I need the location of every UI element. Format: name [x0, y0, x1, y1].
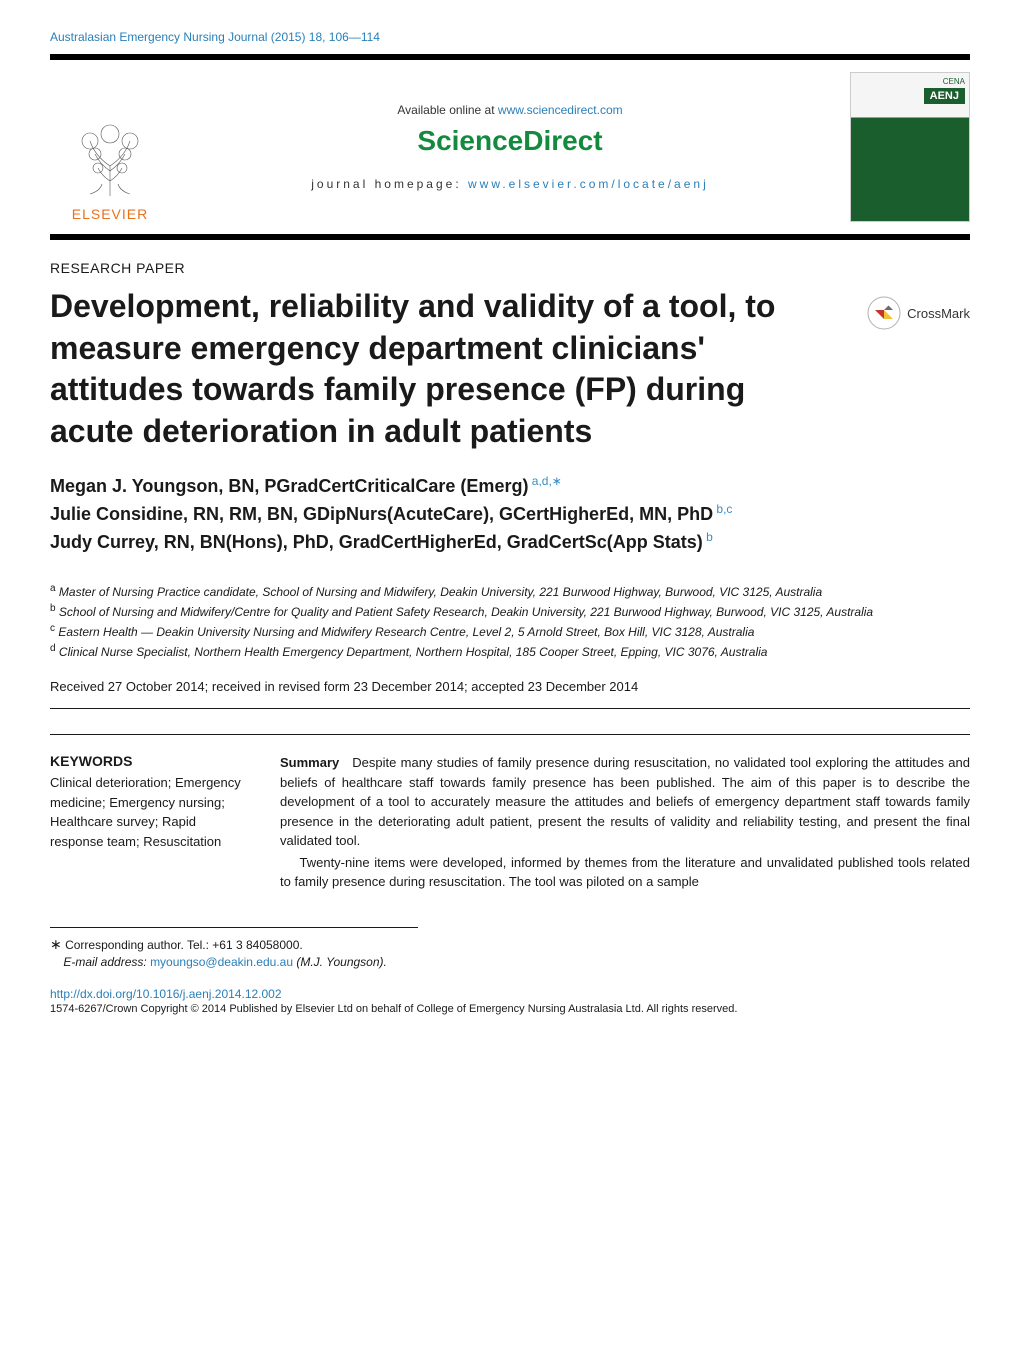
- crossmark-icon: [867, 296, 901, 330]
- affiliation-c-text: Eastern Health — Deakin University Nursi…: [58, 625, 754, 639]
- journal-citation: Australasian Emergency Nursing Journal (…: [50, 30, 970, 54]
- journal-homepage: journal homepage: www.elsevier.com/locat…: [311, 177, 709, 191]
- affiliation-d: d Clinical Nurse Specialist, Northern He…: [50, 641, 970, 661]
- crossmark-badge[interactable]: CrossMark: [867, 296, 970, 330]
- author-3-sup: b: [703, 530, 713, 544]
- summary-column: Summary Despite many studies of family p…: [280, 753, 970, 892]
- available-online-prefix: Available online at: [397, 103, 498, 117]
- aenj-cover-badge: AENJ: [924, 88, 965, 104]
- author-1-creds: , BN, PGradCertCriticalCare (Emerg): [218, 476, 528, 496]
- affiliation-c: c Eastern Health — Deakin University Nur…: [50, 621, 970, 641]
- summary-title: Summary: [280, 755, 339, 770]
- keywords-title: KEYWORDS: [50, 753, 250, 769]
- keywords-list: Clinical deterioration; Emergency medici…: [50, 773, 250, 851]
- elsevier-wordmark: ELSEVIER: [72, 206, 148, 222]
- journal-cover: CENA AENJ: [850, 72, 970, 222]
- title-row: Development, reliability and validity of…: [50, 286, 970, 452]
- affiliation-a: a Master of Nursing Practice candidate, …: [50, 581, 970, 601]
- affiliations-block: a Master of Nursing Practice candidate, …: [50, 581, 970, 661]
- header-block: ELSEVIER Available online at www.science…: [50, 60, 970, 240]
- corresponding-text: Corresponding author. Tel.: +61 3 840580…: [65, 938, 303, 952]
- elsevier-tree-icon: [60, 116, 160, 206]
- summary-p2: Twenty-nine items were developed, inform…: [280, 853, 970, 892]
- elsevier-logo: ELSEVIER: [50, 72, 170, 222]
- paper-type: RESEARCH PAPER: [50, 260, 970, 276]
- email-suffix: (M.J. Youngson).: [293, 955, 387, 969]
- affiliation-b: b School of Nursing and Midwifery/Centre…: [50, 601, 970, 621]
- authors-block: Megan J. Youngson, BN, PGradCertCritical…: [50, 472, 970, 556]
- cena-small-logo: CENA: [943, 77, 965, 86]
- affiliation-d-text: Clinical Nurse Specialist, Northern Heal…: [59, 645, 768, 659]
- author-1-name: Megan J. Youngson: [50, 476, 218, 496]
- summary-p1: Despite many studies of family presence …: [280, 755, 970, 848]
- author-1: Megan J. Youngson, BN, PGradCertCritical…: [50, 472, 970, 500]
- sciencedirect-brand: ScienceDirect: [417, 125, 602, 157]
- doi-link[interactable]: http://dx.doi.org/10.1016/j.aenj.2014.12…: [50, 987, 282, 1001]
- available-online: Available online at www.sciencedirect.co…: [397, 103, 622, 117]
- author-3-creds: , RN, BN(Hons), PhD, GradCertHigherEd, G…: [154, 532, 703, 552]
- sciencedirect-link[interactable]: www.sciencedirect.com: [498, 103, 623, 117]
- journal-homepage-link[interactable]: www.elsevier.com/locate/aenj: [468, 177, 709, 191]
- crossmark-label: CrossMark: [907, 306, 970, 321]
- author-2-sup: b,c: [713, 502, 732, 516]
- author-3: Judy Currey, RN, BN(Hons), PhD, GradCert…: [50, 528, 970, 556]
- author-1-sup: a,d,∗: [528, 474, 561, 488]
- affiliation-b-text: School of Nursing and Midwifery/Centre f…: [59, 605, 873, 619]
- author-3-name: Judy Currey: [50, 532, 154, 552]
- affiliation-a-text: Master of Nursing Practice candidate, Sc…: [59, 585, 822, 599]
- journal-homepage-prefix: journal homepage:: [311, 177, 468, 191]
- abstract-block: KEYWORDS Clinical deterioration; Emergen…: [50, 734, 970, 892]
- author-2-name: Julie Considine: [50, 504, 183, 524]
- article-dates: Received 27 October 2014; received in re…: [50, 679, 970, 709]
- keywords-column: KEYWORDS Clinical deterioration; Emergen…: [50, 753, 250, 892]
- footer-divider: [50, 927, 418, 928]
- email-link[interactable]: myoungso@deakin.edu.au: [150, 955, 293, 969]
- author-2: Julie Considine, RN, RM, BN, GDipNurs(Ac…: [50, 500, 970, 528]
- header-mid: Available online at www.sciencedirect.co…: [170, 72, 850, 222]
- email-line: E-mail address: myoungso@deakin.edu.au (…: [50, 955, 970, 969]
- paper-title: Development, reliability and validity of…: [50, 286, 810, 452]
- corresponding-author: ∗ Corresponding author. Tel.: +61 3 8405…: [50, 936, 970, 953]
- email-label: E-mail address:: [63, 955, 146, 969]
- doi-line: http://dx.doi.org/10.1016/j.aenj.2014.12…: [50, 987, 970, 1001]
- copyright-line: 1574-6267/Crown Copyright © 2014 Publish…: [50, 1003, 970, 1015]
- author-2-creds: , RN, RM, BN, GDipNurs(AcuteCare), GCert…: [183, 504, 713, 524]
